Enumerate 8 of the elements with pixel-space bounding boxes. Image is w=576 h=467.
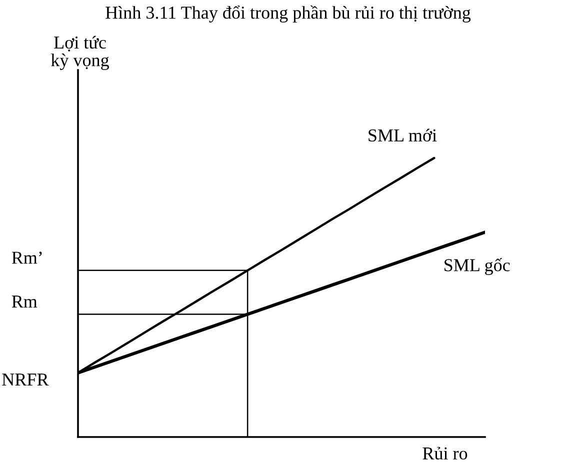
x-axis-title: Rủi ro [422, 446, 468, 460]
series-label: SML mới [368, 128, 437, 142]
series-label: SML gốc [444, 258, 510, 275]
chart-title: Hình 3.11 Thay đổi trong phần bù rủi ro thị trường [106, 6, 471, 22]
ref-line-label: Rm’ [12, 252, 42, 264]
text: NRFR [2, 374, 49, 386]
text: Lợi tức kỳ vọng [51, 36, 109, 70]
ref-line-label: Rm [12, 296, 38, 308]
